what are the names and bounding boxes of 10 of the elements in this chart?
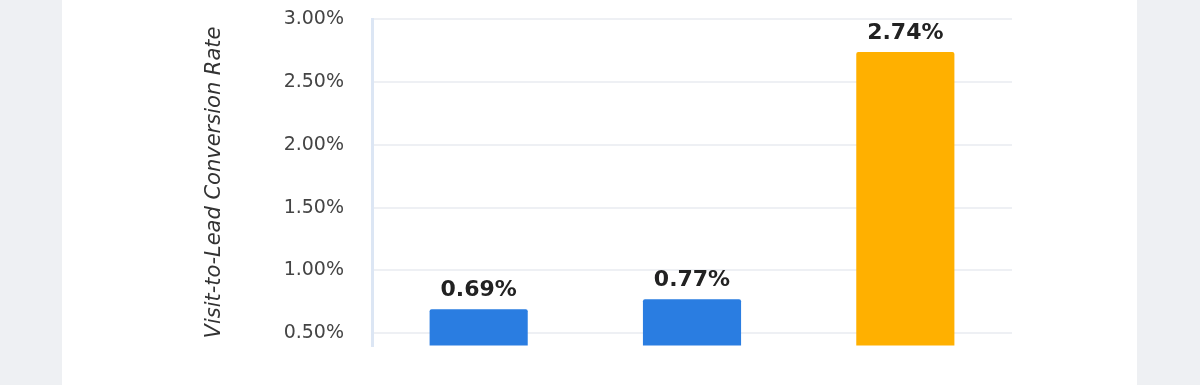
data-label: 0.69% [440,275,517,301]
y-tick-label: 3.00% [283,6,344,29]
y-tick-label: 0.50% [283,319,344,342]
y-tick-label: 1.00% [283,257,344,280]
data-label: 2.74% [867,18,944,44]
y-tick-label: 2.00% [283,131,344,154]
y-axis-title: Visit-to-Lead Conversion Rate [201,26,226,339]
y-tick-label: 1.50% [283,194,344,217]
data-label: 0.77% [653,265,731,291]
y-tick-label: 2.50% [283,69,344,92]
